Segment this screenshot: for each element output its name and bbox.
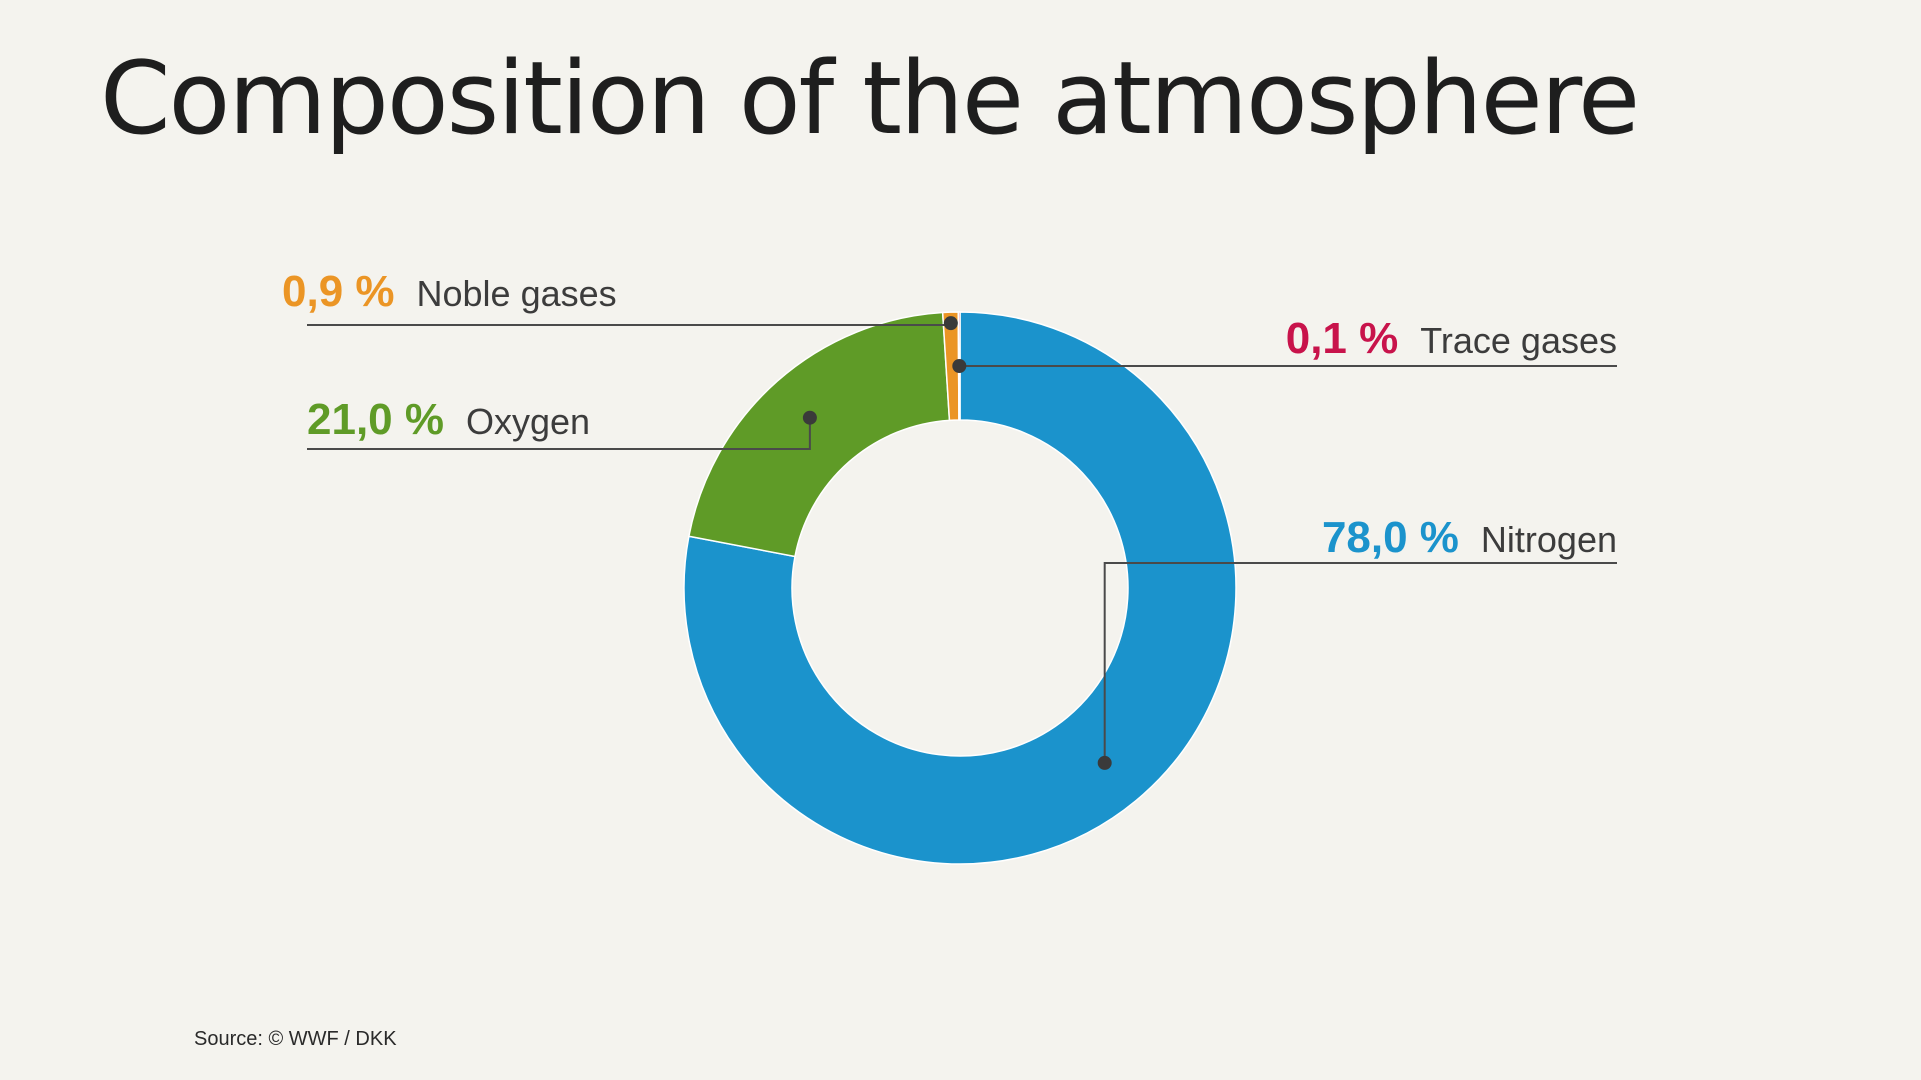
data-label-noble-gases: 0,9 % Noble gases: [282, 267, 617, 316]
slice-nitrogen: [683, 311, 1237, 865]
annotations-group: 78,0 % Nitrogen 21,0 % Oxygen 0,9 % Noble gas…: [282, 267, 1617, 770]
leader-line-nitrogen: [1103, 562, 1617, 763]
leader-line-oxygen: [307, 417, 811, 450]
data-label-trace-gases: 0,1 % Trace gases: [1286, 314, 1617, 363]
category-label-oxygen: Oxygen: [466, 401, 590, 442]
leader-dot-noble-gases: [943, 316, 958, 331]
data-label-nitrogen: 78,0 % Nitrogen: [1322, 513, 1617, 562]
leader-dot-oxygen: [802, 410, 817, 425]
category-label-nitrogen: Nitrogen: [1481, 519, 1617, 560]
value-label-nitrogen: 78,0 %: [1322, 513, 1459, 562]
leader-dot-nitrogen: [1097, 755, 1112, 770]
leader-dot-trace-gases: [952, 359, 967, 374]
data-label-oxygen: 21,0 % Oxygen: [307, 395, 590, 444]
value-label-oxygen: 21,0 %: [307, 395, 444, 444]
category-label-trace-gases: Trace gases: [1420, 320, 1617, 361]
value-label-noble-gases: 0,9 %: [282, 267, 395, 316]
slice-oxygen: [688, 311, 951, 558]
category-label-noble-gases: Noble gases: [417, 273, 617, 314]
value-label-trace-gases: 0,1 %: [1286, 314, 1399, 363]
slices-group: [683, 311, 1237, 865]
chart-title: Composition of the atmosphere: [100, 39, 1640, 157]
source-note: Source: © WWF / DKK: [194, 1028, 397, 1050]
leader-line-noble-gases: [307, 323, 952, 326]
